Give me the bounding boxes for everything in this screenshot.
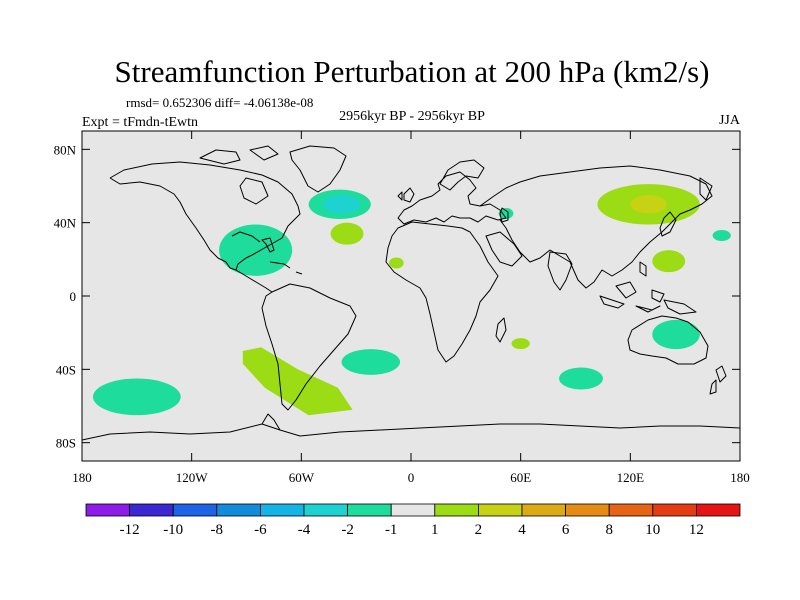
- colorbar-label: 1: [431, 522, 439, 538]
- anomaly-north-pacific: [712, 230, 731, 241]
- chart-title: Streamfunction Perturbation at 200 hPa (…: [115, 54, 710, 89]
- x-tick-label: 60W: [289, 470, 315, 485]
- period-label: 2956kyr BP - 2956kyr BP: [339, 109, 485, 124]
- x-tick-label: 0: [408, 470, 415, 485]
- coast-europe: [397, 171, 507, 225]
- x-tick-label: 120E: [617, 470, 645, 485]
- colorbar-label: -8: [211, 522, 224, 538]
- colorbar-label: 4: [518, 522, 526, 538]
- colorbar-label: 10: [645, 522, 660, 538]
- coast-hudson-bay: [239, 177, 269, 205]
- colorbar-labels: -12 -10 -8 -6 -4 -2 -1 1 2 4 6 8 10 12: [120, 522, 704, 538]
- colorbar-box: [172, 503, 218, 517]
- colorbar-box: [477, 503, 523, 517]
- anomaly-central-atlantic: [330, 222, 364, 245]
- colorbar-label: 2: [475, 522, 483, 538]
- y-tick-label: 40S: [56, 362, 76, 377]
- coast-british-isles: [397, 187, 415, 203]
- coast-japan: [659, 211, 677, 237]
- coast-indonesia: [599, 281, 697, 315]
- y-tick-label: 80S: [56, 436, 76, 451]
- colorbar-box: [129, 503, 174, 517]
- colorbar-box: [303, 503, 348, 517]
- coast-caspian: [499, 207, 509, 223]
- anomaly-southern-indian-ocean: [559, 367, 603, 390]
- colorbar-label: -1: [385, 522, 398, 538]
- coast-greenland: [289, 145, 347, 193]
- y-tick-label: 40N: [54, 216, 77, 231]
- x-tick-label: 60E: [510, 470, 531, 485]
- coast-florida: [261, 237, 275, 253]
- anomaly-west-pacific: [652, 250, 686, 273]
- coast-africa: [385, 221, 499, 363]
- colorbar-label: -10: [163, 522, 183, 538]
- x-tick-label: 180: [730, 470, 750, 485]
- colorbar-label: 8: [605, 522, 613, 538]
- anomaly-south-pacific: [92, 378, 181, 416]
- coast-asia: [479, 165, 713, 289]
- coast-india: [547, 251, 573, 291]
- coast-caribbean: [269, 261, 303, 275]
- colorbar-box: [608, 503, 654, 517]
- coast-scandinavia: [439, 159, 485, 191]
- colorbar-box: [565, 503, 610, 517]
- anomaly-east-asia-core: [630, 195, 667, 214]
- axis-labels: 180 120W 60W 0 60E 120E 180 80N 40N 0 40S 80S: [54, 142, 750, 485]
- colorbar-box: [216, 503, 261, 517]
- colorbar-box: [521, 503, 566, 517]
- y-tick-label: 0: [70, 289, 77, 304]
- colorbar-box: [259, 503, 305, 517]
- tick-layer: [81, 131, 741, 461]
- colorbar-box: [696, 503, 741, 517]
- coast-arctic-islands: [199, 145, 279, 165]
- colorbar: -12 -10 -8 -6 -4 -2 -1 1 2 4 6 8 10 12: [85, 503, 741, 538]
- coast-gulf: [231, 231, 261, 243]
- y-tick-label: 80N: [54, 142, 77, 157]
- anomaly-drake-passage-band: [242, 347, 353, 416]
- map-background: [82, 131, 740, 461]
- coast-north-america: [109, 161, 301, 271]
- coast-madagascar: [495, 317, 507, 343]
- colorbar-label: -2: [341, 522, 354, 538]
- colorbar-box: [434, 503, 479, 517]
- coast-antarctica: [82, 423, 740, 441]
- coast-philippines: [639, 261, 647, 277]
- colorbar-box: [390, 503, 436, 517]
- colorbar-label: -4: [298, 522, 311, 538]
- stats-line: rmsd= 0.652306 diff= -4.06138e-08: [126, 95, 313, 110]
- coast-kamchatka: [699, 177, 713, 201]
- coast-south-america: [261, 283, 357, 411]
- coast-new-zealand: [709, 365, 727, 395]
- experiment-label: Expt = tFmdn-tEwtn: [82, 115, 198, 130]
- colorbar-label: -12: [120, 522, 140, 538]
- anomaly-layer: [92, 184, 731, 416]
- colorbar-box: [652, 503, 697, 517]
- colorbar-box: [347, 503, 392, 517]
- coast-central-america: [235, 269, 273, 293]
- anomaly-north-atlantic-core: [323, 195, 360, 214]
- coastline-layer: [82, 145, 740, 441]
- anomaly-south-atlantic: [341, 349, 401, 375]
- colorbar-label: 12: [689, 522, 704, 538]
- anomaly-madagascar: [511, 338, 530, 350]
- coast-arabia: [485, 231, 523, 267]
- colorbar-label: -6: [254, 522, 267, 538]
- x-tick-label: 180: [72, 470, 92, 485]
- anomaly-australia: [652, 319, 700, 350]
- x-tick-label: 120W: [176, 470, 209, 485]
- anomaly-caspian: [498, 208, 514, 219]
- map-panel: 180 120W 60W 0 60E 120E 180 80N 40N 0 40S 80S: [54, 130, 750, 485]
- colorbar-boxes: [85, 503, 741, 517]
- coast-australia: [627, 315, 709, 365]
- coast-antarctic-peninsula: [261, 413, 281, 431]
- colorbar-box: [85, 503, 130, 517]
- colorbar-label: 6: [562, 522, 570, 538]
- anomaly-north-africa: [389, 257, 404, 269]
- season-label: JJA: [719, 113, 741, 128]
